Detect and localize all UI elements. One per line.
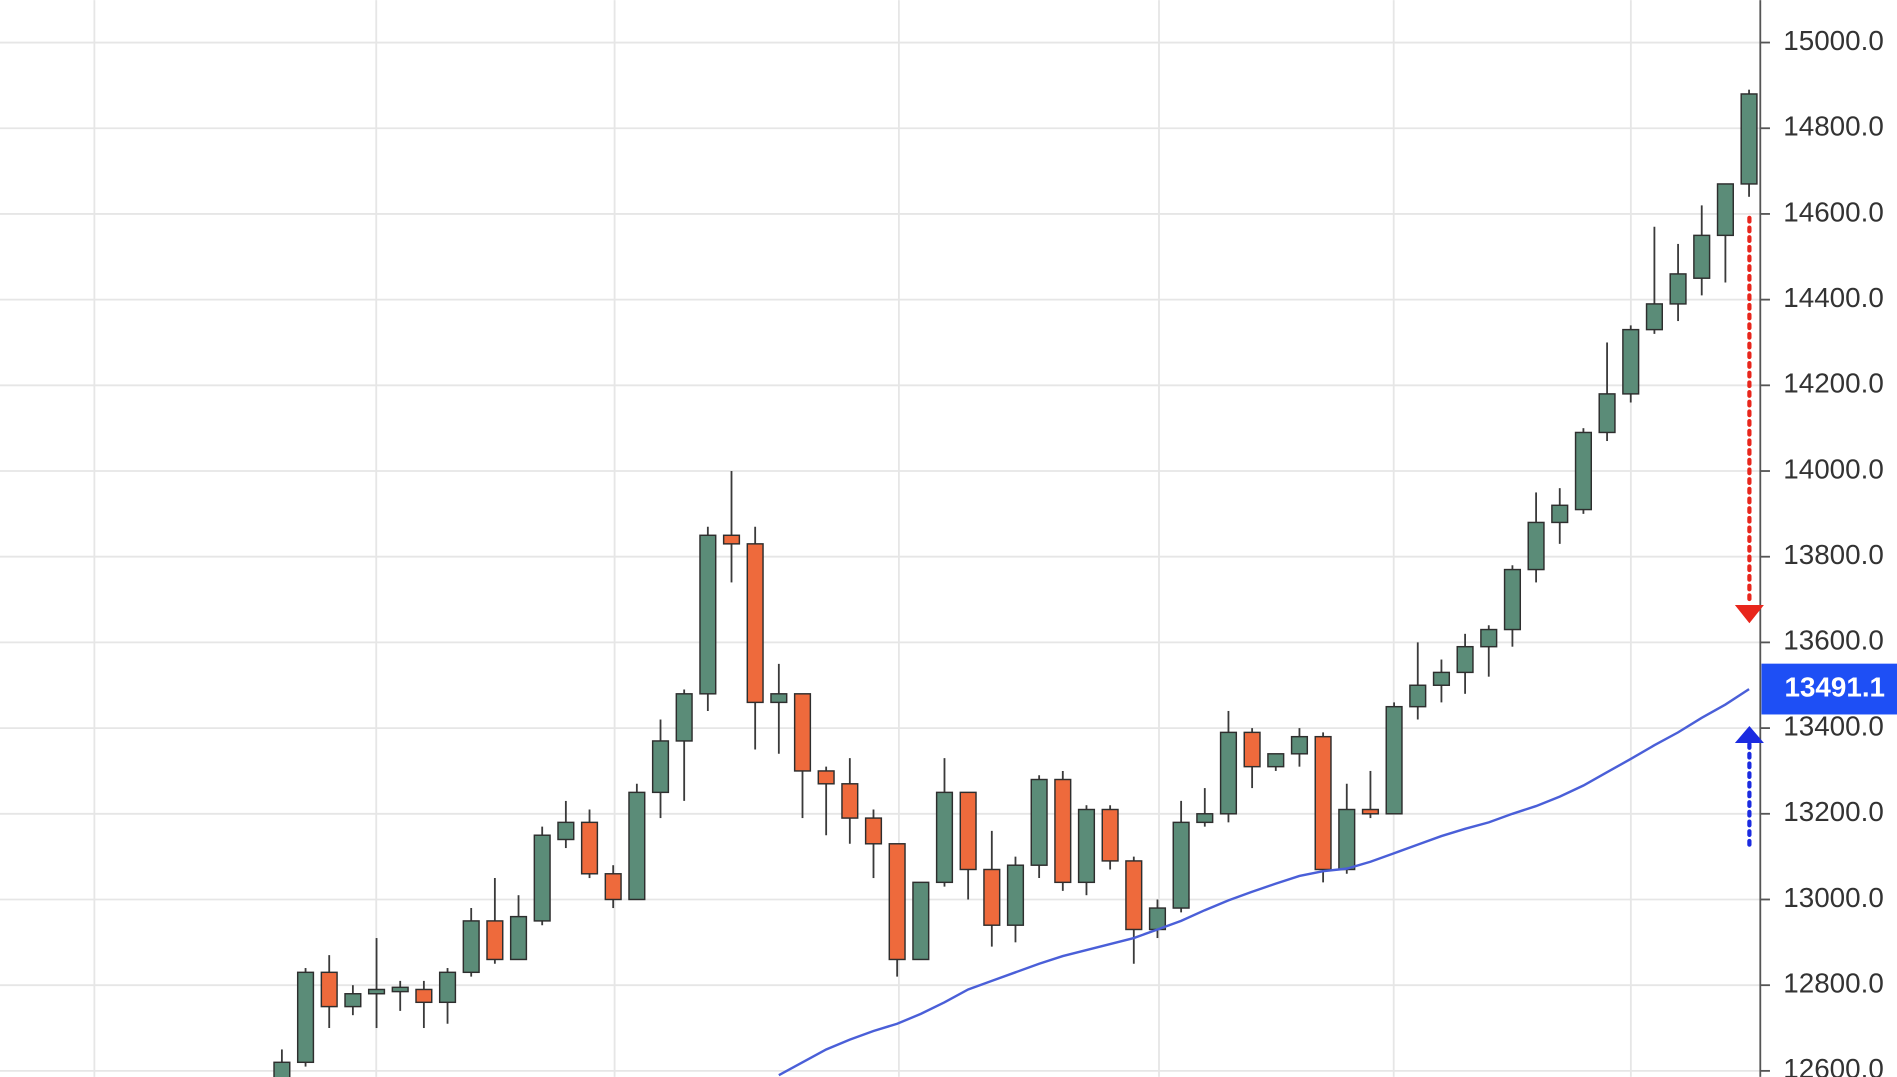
candle-body (864, 817, 883, 845)
candle-body (770, 693, 788, 704)
candle-body (983, 868, 1001, 926)
last-price-box (1761, 663, 1897, 715)
candle-body (1409, 684, 1427, 708)
y-tick-label: 14400.0 (1783, 282, 1884, 313)
candle-body (1338, 808, 1356, 871)
candle-body (1361, 808, 1380, 815)
y-tick-label: 15000.0 (1783, 25, 1884, 56)
candle-body (296, 971, 315, 1064)
candle-body (1740, 93, 1758, 185)
candle-body (959, 791, 977, 871)
candle-body (793, 693, 812, 772)
candle-body (1219, 731, 1238, 815)
candle-body (841, 783, 859, 819)
candle-body (628, 791, 646, 901)
y-tick-label: 14200.0 (1783, 368, 1884, 399)
candle-body (1645, 303, 1663, 331)
candle-body (1693, 234, 1711, 279)
candle-body (273, 1061, 291, 1077)
annotation-arrows (1734, 215, 1764, 847)
candle-body (1574, 431, 1593, 511)
candle-body (1527, 521, 1545, 571)
grid (0, 41, 1761, 1072)
y-tick-label: 12800.0 (1783, 968, 1884, 999)
red-arrowhead (1734, 605, 1764, 624)
y-tick-label: 13000.0 (1783, 882, 1884, 913)
y-tick-label: 13600.0 (1783, 625, 1884, 656)
candle-body (367, 988, 386, 995)
y-tick-label: 13400.0 (1783, 710, 1884, 741)
candle-body (462, 920, 480, 974)
candle-body (1598, 393, 1616, 434)
candle-body (746, 543, 764, 704)
candle-body (415, 988, 433, 1004)
candle-body (888, 843, 906, 961)
candle-body (604, 873, 622, 901)
candle-body (1480, 628, 1498, 648)
candle-body (699, 534, 717, 695)
candle-body (1290, 735, 1309, 755)
candle-body (1243, 731, 1261, 768)
candle-body (1101, 808, 1119, 862)
candle-body (651, 740, 670, 794)
candle-body (1385, 705, 1403, 815)
candle-body (1622, 328, 1640, 395)
candle-body (1669, 273, 1687, 305)
y-tick-label: 14600.0 (1783, 196, 1884, 227)
candle-body (1196, 813, 1214, 824)
y-tick-label: 13200.0 (1783, 796, 1884, 827)
candle-body (344, 993, 362, 1008)
candle-body (557, 821, 575, 841)
candle-body (1077, 808, 1096, 884)
blue-arrowhead (1734, 726, 1764, 743)
candle-body (1551, 504, 1569, 524)
candle-body (675, 693, 693, 742)
candle-body (1432, 671, 1451, 686)
candle-body (1125, 860, 1143, 931)
candle-body (1267, 753, 1285, 768)
candle-body (1054, 778, 1072, 884)
candle-body (722, 534, 741, 545)
y-tick-label: 14000.0 (1783, 453, 1884, 484)
candle-body (320, 971, 338, 1008)
price-axis: 12600.0 12800.0 13000.0 13200.0 13400.0 13600… (1760, 25, 1897, 1077)
last-price-label: 13491.1 (1784, 671, 1885, 702)
plot (273, 89, 1758, 1077)
candle-body (533, 834, 551, 922)
candle-body (1456, 645, 1474, 674)
candle-body (912, 881, 930, 961)
candle-body (438, 971, 457, 1004)
candle-body (1716, 183, 1734, 237)
candle-body (486, 920, 504, 961)
candle-body (391, 986, 409, 993)
candle-body (509, 915, 528, 961)
candle-body (1006, 864, 1025, 926)
candle-body (1314, 735, 1332, 871)
candle-body (1172, 821, 1190, 909)
candle-body (1503, 568, 1522, 631)
candle-body (935, 791, 954, 884)
y-tick-label: 14800.0 (1783, 111, 1884, 142)
candle-body (580, 821, 599, 875)
y-tick-label: 12600.0 (1783, 1053, 1884, 1077)
candle-body (817, 770, 835, 785)
candle-body (1030, 778, 1048, 866)
y-tick-label: 13800.0 (1783, 539, 1884, 570)
time-grid (93, 0, 1632, 1077)
moving-average-line (778, 688, 1750, 1077)
